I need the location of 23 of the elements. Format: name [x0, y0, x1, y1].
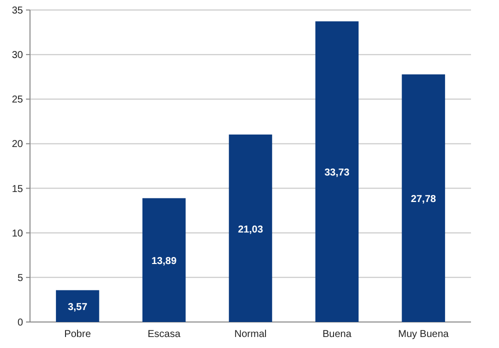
bar — [228, 134, 272, 322]
data-label: 27,78 — [410, 194, 436, 206]
y-tick-label: 0 — [17, 318, 24, 328]
x-tick-label: Muy Buena — [398, 329, 450, 340]
y-tick-label: 15 — [12, 184, 24, 195]
x-tick-label: Buena — [322, 329, 352, 340]
data-label: 33,73 — [324, 168, 350, 179]
data-label: 3,57 — [68, 302, 88, 314]
data-label: 21,03 — [238, 224, 264, 236]
bar — [142, 198, 186, 322]
y-tick-label: 30 — [12, 50, 24, 62]
bar — [402, 74, 446, 322]
x-tick-label: Normal — [234, 329, 267, 340]
y-tick-label: 10 — [12, 228, 24, 240]
x-tick-label: Escasa — [148, 329, 181, 340]
bar — [315, 21, 359, 322]
y-tick-label: 20 — [12, 139, 24, 150]
data-label: 13,89 — [152, 256, 177, 268]
y-tick-label: 25 — [12, 94, 24, 106]
x-tick-label: Pobre — [64, 329, 92, 340]
y-tick-label: 35 — [12, 6, 24, 16]
y-tick-label: 5 — [17, 272, 24, 284]
bar — [56, 290, 100, 322]
